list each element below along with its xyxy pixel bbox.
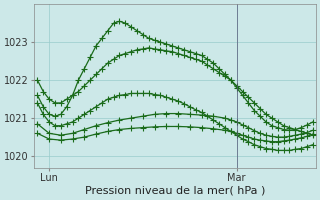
X-axis label: Pression niveau de la mer( hPa ): Pression niveau de la mer( hPa ) xyxy=(85,186,265,196)
